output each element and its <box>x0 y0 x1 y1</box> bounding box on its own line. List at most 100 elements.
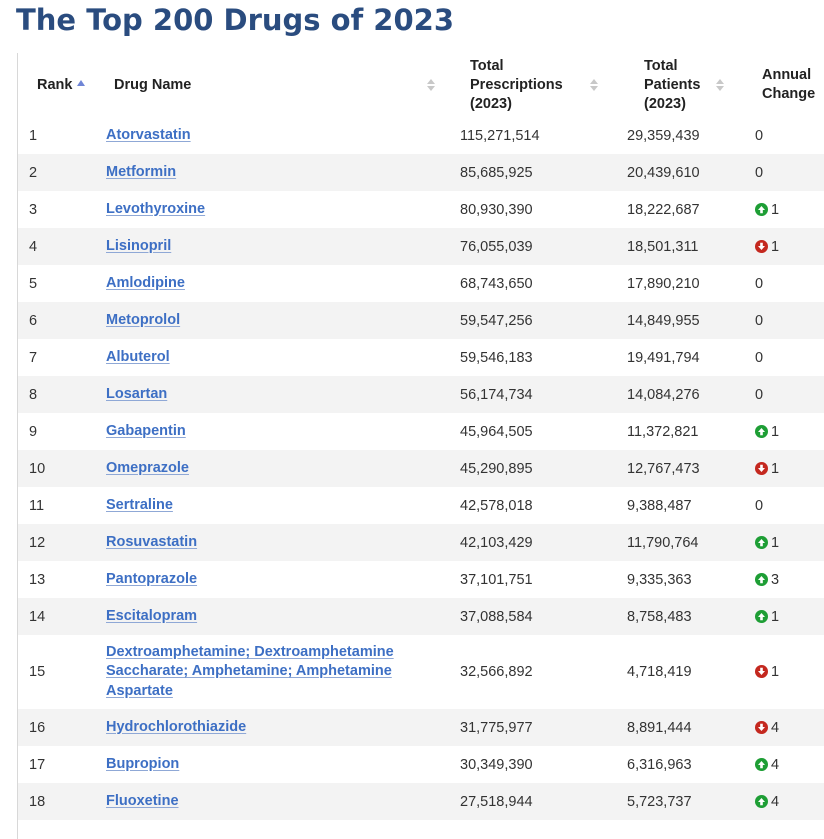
arrow-down-icon <box>755 239 768 253</box>
sort-icon <box>716 79 724 91</box>
drug-name-cell: Dextroamphetamine; Dextroamphetamine Sac… <box>88 635 441 709</box>
page-title: The Top 200 Drugs of 2023 <box>16 3 455 37</box>
drug-link[interactable]: Lisinopril <box>106 237 172 254</box>
drug-link[interactable]: Albuterol <box>106 348 170 365</box>
annual-change-header-label: Annual Change <box>762 67 816 102</box>
drug-name-cell: Lisinopril <box>88 228 441 265</box>
drug-name-cell: Hydrochlorothiazide <box>88 709 441 746</box>
rank-cell: 16 <box>18 709 88 746</box>
drug-name-cell: Pantoprazole <box>88 561 441 598</box>
drug-link[interactable]: Rosuvastatin <box>106 533 198 550</box>
patients-cell: 12,767,473 <box>608 450 736 487</box>
patients-cell: 18,222,687 <box>627 201 700 218</box>
patients-cell: 8,758,483 <box>608 598 736 635</box>
patients-header-label: Total Patients (2023) <box>644 57 701 112</box>
sort-icon <box>590 79 598 91</box>
drug-link[interactable]: Gabapentin <box>106 422 186 439</box>
prescriptions-cell: 76,055,039 <box>441 228 608 265</box>
drug-name-cell: Metoprolol <box>88 302 441 339</box>
drug-link[interactable]: Pantoprazole <box>106 570 198 587</box>
rank-header-label: Rank <box>37 76 73 93</box>
annual-change-value: 3 <box>771 571 780 588</box>
annual-change-cell: 4 <box>736 783 824 820</box>
rank-cell: 9 <box>29 423 38 440</box>
annual-change-value: 1 <box>771 201 780 218</box>
table-row: 4 Lisinopril 76,055,039 18,501,311 1 <box>18 228 824 265</box>
drug-link[interactable]: Losartan <box>106 385 168 402</box>
drug-name-cell: Fluoxetine <box>88 783 441 820</box>
drug-link[interactable]: Escitalopram <box>106 607 198 624</box>
prescriptions-cell: 80,930,390 <box>460 201 533 218</box>
annual-change-value: 4 <box>771 756 780 773</box>
annual-change-cell: 1 <box>736 450 824 487</box>
drug-name-cell: Amlodipine <box>88 265 441 302</box>
annual-change-value: 1 <box>771 423 780 440</box>
table-row: 18 Fluoxetine 27,518,944 5,723,737 4 <box>18 783 824 820</box>
drug-name-cell: Escitalopram <box>88 598 441 635</box>
annual-change-cell: 1 <box>736 524 824 561</box>
arrow-down-icon <box>755 720 768 734</box>
patients-column-header[interactable]: Total Patients (2023) <box>608 53 736 117</box>
drug-name-cell: Levothyroxine <box>88 191 441 228</box>
rank-cell: 3 <box>29 201 38 218</box>
rank-cell: 18 <box>18 783 88 820</box>
annual-change-cell: 0 <box>736 265 824 302</box>
annual-change-cell: 0 <box>736 487 824 524</box>
drug-name-cell: Albuterol <box>88 339 441 376</box>
drug-link[interactable]: Sertraline <box>106 496 173 513</box>
prescriptions-column-header[interactable]: Total Prescriptions (2023) <box>441 53 608 117</box>
rank-cell: 12 <box>18 524 88 561</box>
annual-change-value: 0 <box>755 312 764 329</box>
table-row: 3 Levothyroxine 80,930,390 18,222,687 1 <box>18 191 824 228</box>
annual-change-value: 0 <box>755 386 764 403</box>
prescriptions-cell: 45,964,505 <box>460 423 533 440</box>
annual-change-value: 0 <box>755 349 764 366</box>
drug-name-cell: Omeprazole <box>88 450 441 487</box>
drug-name-column-header[interactable]: Drug Name <box>88 53 441 117</box>
arrow-up-icon <box>755 757 768 771</box>
drug-link[interactable]: Levothyroxine <box>106 200 206 217</box>
drug-name-cell: Gabapentin <box>88 413 441 450</box>
drug-link[interactable]: Bupropion <box>106 755 180 772</box>
table-row: 15 Dextroamphetamine; Dextroamphetamine S… <box>18 635 824 709</box>
drug-link[interactable]: Dextroamphetamine; Dextroamphetamine Sac… <box>106 643 394 699</box>
annual-change-value: 4 <box>771 719 780 736</box>
patients-cell: 17,890,210 <box>627 275 700 292</box>
rank-cell: 11 <box>29 497 45 514</box>
annual-change-value: 1 <box>771 460 780 477</box>
prescriptions-cell: 45,290,895 <box>441 450 608 487</box>
patients-cell: 14,084,276 <box>608 376 736 413</box>
drug-link[interactable]: Omeprazole <box>106 459 189 476</box>
drug-link[interactable]: Metformin <box>106 163 177 180</box>
table-row: 6 Metoprolol 59,547,256 14,849,955 0 <box>18 302 824 339</box>
table-row: 5 Amlodipine 68,743,650 17,890,210 0 <box>18 265 824 302</box>
prescriptions-cell: 115,271,514 <box>460 127 540 144</box>
rank-column-header[interactable]: Rank <box>18 53 88 117</box>
drug-link[interactable]: Hydrochlorothiazide <box>106 718 247 735</box>
table-row: 17 Bupropion 30,349,390 6,316,963 4 <box>18 746 824 783</box>
prescriptions-cell: 59,546,183 <box>460 349 533 366</box>
prescriptions-cell: 32,566,892 <box>460 664 533 680</box>
drug-link[interactable]: Fluoxetine <box>106 792 179 809</box>
prescriptions-cell: 37,088,584 <box>441 598 608 635</box>
drug-link[interactable]: Metoprolol <box>106 311 181 328</box>
table-row: 13 Pantoprazole 37,101,751 9,335,363 3 <box>18 561 824 598</box>
patients-cell: 11,790,764 <box>608 524 736 561</box>
table-row: 14 Escitalopram 37,088,584 8,758,483 1 <box>18 598 824 635</box>
patients-cell: 19,491,794 <box>627 349 700 366</box>
drugs-table-container[interactable]: Rank Drug Name Total Prescriptions (2023… <box>17 53 824 839</box>
patients-cell: 4,718,419 <box>627 664 692 680</box>
annual-change-cell: 1 <box>736 228 824 265</box>
rank-cell: 13 <box>29 571 46 588</box>
patients-cell: 18,501,311 <box>608 228 736 265</box>
annual-change-cell: 0 <box>736 154 824 191</box>
rank-cell: 15 <box>29 664 46 680</box>
rank-cell: 8 <box>18 376 88 413</box>
prescriptions-header-label: Total Prescriptions (2023) <box>470 57 563 112</box>
table-row: 9 Gabapentin 45,964,505 11,372,821 1 <box>18 413 824 450</box>
drug-link[interactable]: Atorvastatin <box>106 126 191 143</box>
annual-change-value: 1 <box>771 664 780 680</box>
annual-change-column-header[interactable]: Annual Change <box>736 53 824 117</box>
patients-cell: 29,359,439 <box>627 127 700 144</box>
drug-link[interactable]: Amlodipine <box>106 274 185 291</box>
